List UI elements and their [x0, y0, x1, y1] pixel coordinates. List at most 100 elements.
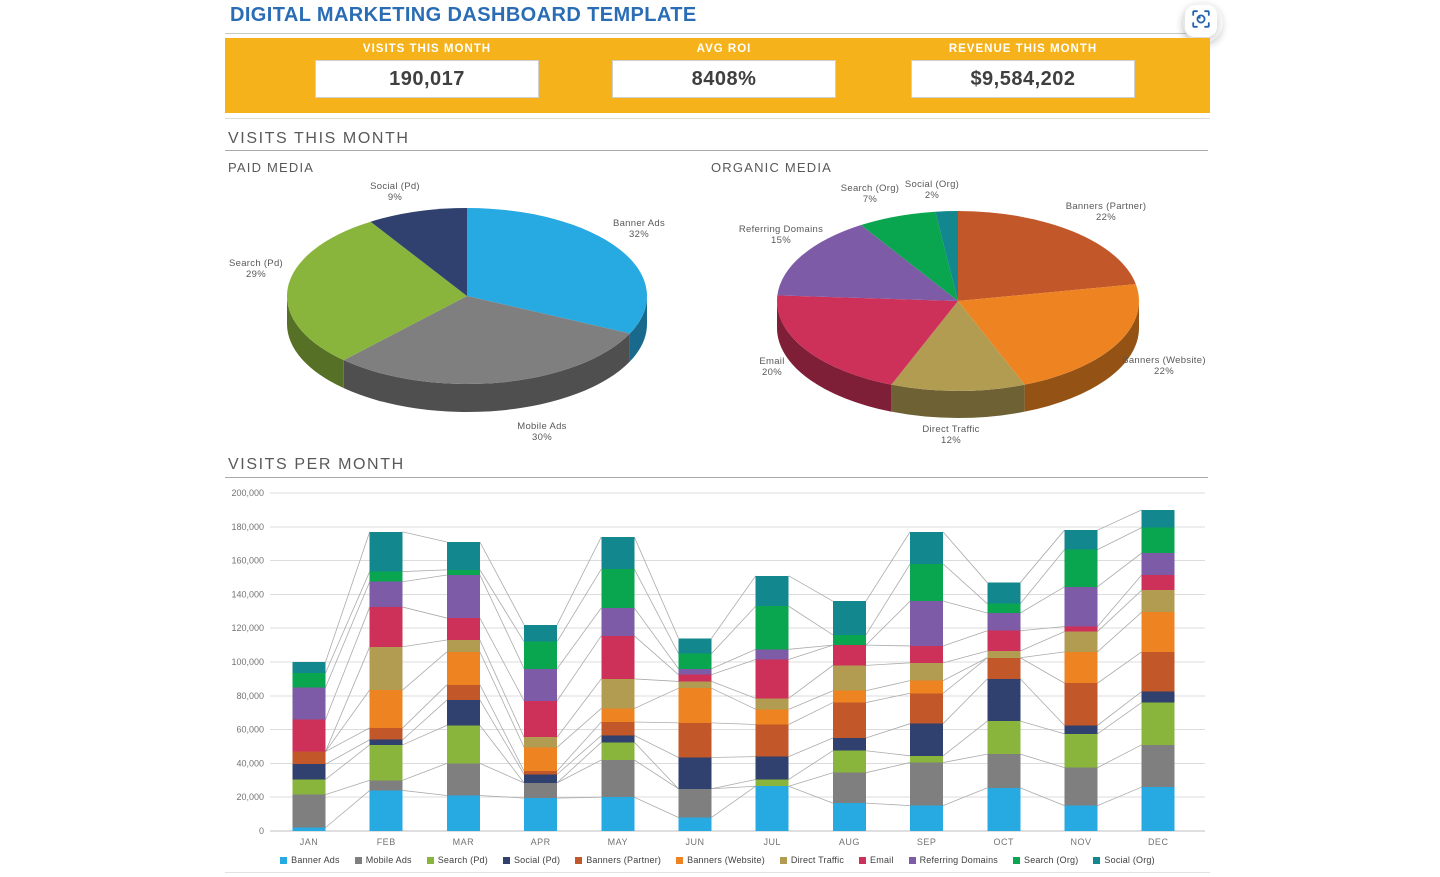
y-tick-label: 160,000	[231, 556, 264, 566]
bar-segment-jan-social-org	[292, 662, 326, 673]
series-line	[402, 639, 447, 648]
bar-segment-sep-search-org	[910, 563, 944, 602]
screen-capture-icon	[1192, 9, 1210, 33]
bar-segment-aug-social-org	[832, 601, 866, 635]
y-tick-label: 120,000	[231, 623, 264, 633]
series-line	[556, 607, 602, 669]
pie-label-banners-partner: Banners (Partner) 22%	[1065, 201, 1147, 223]
series-line	[556, 759, 602, 784]
series-line	[633, 536, 679, 639]
series-line	[634, 759, 679, 790]
pie-slice-direct-traffic	[891, 301, 1025, 391]
pie-slice-wall	[287, 296, 344, 389]
bar-segment-jul-banners-partner	[755, 724, 789, 757]
legend-label: Mobile Ads	[365, 855, 412, 865]
bar-segment-nov-social-org	[1064, 530, 1098, 550]
kpi-band: VISITS THIS MONTH 190,017 AVG ROI 8408% …	[225, 38, 1210, 113]
bar-segment-dec-email	[1141, 574, 1175, 591]
pie-label-search-org: Search (Org) 7%	[840, 183, 900, 205]
bar-segment-oct-banners-partner	[987, 657, 1021, 679]
series-line	[479, 617, 525, 702]
pie-slice-search-pd	[286, 221, 467, 361]
bar-segment-jul-search-pd	[755, 779, 789, 787]
bar-segment-sep-social-org	[910, 531, 944, 564]
series-line	[711, 648, 756, 670]
bar-segment-apr-banners-website	[524, 747, 558, 772]
legend-item-direct-traffic: Direct Traffic	[779, 855, 844, 865]
bar-segment-jun-social-pd	[678, 757, 712, 789]
pie-slice-email	[777, 295, 958, 385]
series-line	[325, 646, 371, 752]
kpi-visits: VISITS THIS MONTH 190,017	[315, 38, 539, 98]
section-title-visits: VISITS THIS MONTH	[228, 130, 410, 147]
x-tick-label-oct: OCT	[994, 837, 1015, 847]
legend-label: Social (Org)	[1104, 855, 1155, 865]
bar-segment-apr-mobile-ads	[524, 782, 558, 799]
bar-segment-dec-banners-partner	[1141, 651, 1175, 692]
series-line	[788, 702, 834, 725]
series-line	[942, 531, 988, 583]
series-line	[557, 796, 602, 799]
screenshot-button[interactable]	[1185, 5, 1217, 37]
pie-slice-wall	[629, 296, 647, 362]
x-tick-label-jan: JAN	[300, 837, 319, 847]
bar-segment-jun-email	[678, 674, 712, 682]
section-title-per-month: VISITS PER MONTH	[228, 456, 405, 473]
bar-segment-feb-referring-domains	[369, 581, 403, 608]
series-line	[1097, 702, 1142, 735]
series-line	[325, 571, 371, 674]
bar-segment-jan-email	[292, 719, 326, 752]
pie-slice-wall	[343, 333, 630, 412]
series-line	[1020, 651, 1065, 659]
series-line	[402, 763, 448, 781]
x-tick-label-aug: AUG	[839, 837, 860, 847]
pie-slice-banner-ads	[467, 208, 647, 334]
bar-segment-oct-email	[987, 630, 1021, 652]
bar-segment-jan-search-org	[292, 672, 326, 688]
series-line	[942, 787, 988, 807]
bar-segment-mar-social-org	[446, 542, 480, 570]
pie-label-referring-domains: Referring Domains 15%	[738, 224, 824, 246]
series-line	[479, 541, 525, 626]
series-line	[711, 785, 756, 818]
series-line	[711, 722, 756, 725]
series-line	[1097, 786, 1142, 807]
series-line	[865, 692, 911, 703]
series-line	[325, 689, 371, 752]
bar-segment-mar-mobile-ads	[446, 763, 480, 796]
series-line	[1020, 787, 1065, 807]
pie-label-mobile-ads: Mobile Ads 30%	[517, 421, 567, 443]
bar-segment-oct-social-org	[987, 582, 1021, 604]
series-line	[943, 753, 988, 763]
bar-segment-sep-email	[910, 645, 944, 663]
bar-segment-jul-search-org	[755, 606, 789, 650]
bar-segment-feb-email	[369, 607, 403, 647]
series-line	[479, 651, 525, 748]
chart-legend: Banner Ads Mobile Ads Search (Pd) Social (P…	[225, 852, 1210, 868]
legend-item-banners-website: Banners (Website)	[676, 855, 765, 865]
pie-label-direct-traffic: Direct Traffic 12%	[922, 424, 980, 446]
bar-segment-jan-mobile-ads	[292, 794, 326, 828]
bar-segment-feb-mobile-ads	[369, 780, 403, 791]
bar-segment-dec-referring-domains	[1141, 552, 1175, 575]
series-line	[1020, 753, 1065, 769]
x-tick-label-mar: MAR	[453, 837, 475, 847]
bar-segment-sep-referring-domains	[910, 601, 944, 646]
bar-segment-jun-referring-domains	[678, 668, 712, 675]
pie-slice-social-org	[935, 211, 958, 301]
bar-segment-may-search-pd	[601, 742, 635, 761]
series-line	[1020, 657, 1065, 684]
series-line	[556, 735, 602, 775]
series-line	[865, 563, 911, 636]
bar-segment-feb-search-org	[369, 571, 403, 582]
series-line	[479, 569, 525, 642]
series-line	[325, 790, 370, 828]
bar-segment-dec-search-org	[1141, 527, 1175, 553]
bar-segment-sep-direct-traffic	[910, 662, 944, 681]
bar-segment-apr-email	[524, 700, 558, 738]
x-tick-label-jun: JUN	[686, 837, 705, 847]
bar-segment-jun-banner-ads	[678, 817, 712, 831]
series-line	[402, 651, 448, 691]
stacked-bar-chart-canvas: 0 20,000 40,000 60,000 80,000 100,000 120,000 1…	[231, 488, 1205, 847]
